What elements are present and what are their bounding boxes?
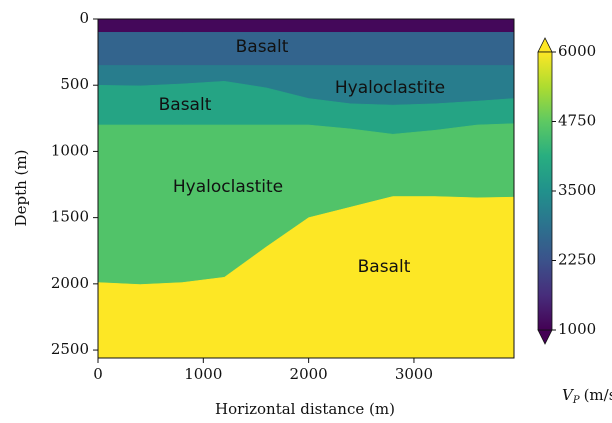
y-tick-label: 2000 bbox=[51, 274, 89, 292]
layer-label: Hyaloclastite bbox=[173, 177, 283, 197]
layer-boundary bbox=[98, 123, 515, 135]
layer-boundary bbox=[97, 80, 515, 106]
y-tick-label: 1500 bbox=[51, 208, 89, 226]
colorbar-tick-label: 3500 bbox=[558, 181, 596, 199]
colorbar-extend-top bbox=[537, 37, 553, 53]
y-tick-label: 1000 bbox=[51, 141, 89, 159]
y-tick-label: 2500 bbox=[51, 340, 89, 358]
colorbar bbox=[537, 51, 553, 331]
x-axis-label: Horizontal distance (m) bbox=[215, 400, 395, 418]
x-tick-label: 0 bbox=[93, 365, 103, 383]
layer-label: Basalt bbox=[358, 257, 411, 277]
colorbar-unit: (m/s) bbox=[584, 386, 612, 404]
colorbar-tick-label: 6000 bbox=[558, 42, 596, 60]
colorbar-subscript: P bbox=[572, 395, 580, 406]
colorbar-label: VP (m/s) bbox=[562, 386, 612, 406]
y-axis-label: Depth (m) bbox=[12, 150, 30, 227]
colorbar-tick-label: 4750 bbox=[558, 112, 596, 130]
x-tick-label: 2000 bbox=[290, 365, 328, 383]
x-tick-label: 1000 bbox=[184, 365, 222, 383]
layer-label: Hyaloclastite bbox=[335, 78, 445, 98]
plot-frame bbox=[97, 18, 515, 359]
y-tick-label: 0 bbox=[79, 9, 89, 27]
colorbar-tick-label: 2250 bbox=[558, 251, 596, 269]
layer bbox=[98, 196, 514, 358]
colorbar-tick-label: 1000 bbox=[558, 320, 596, 338]
layer-boundary bbox=[97, 196, 515, 285]
colorbar-extend-bottom bbox=[537, 329, 553, 345]
y-tick-label: 500 bbox=[60, 75, 89, 93]
layer-label: Basalt bbox=[236, 37, 289, 57]
layer-label: Basalt bbox=[159, 95, 212, 115]
x-tick-label: 3000 bbox=[395, 365, 433, 383]
colorbar-symbol: V bbox=[562, 386, 575, 404]
